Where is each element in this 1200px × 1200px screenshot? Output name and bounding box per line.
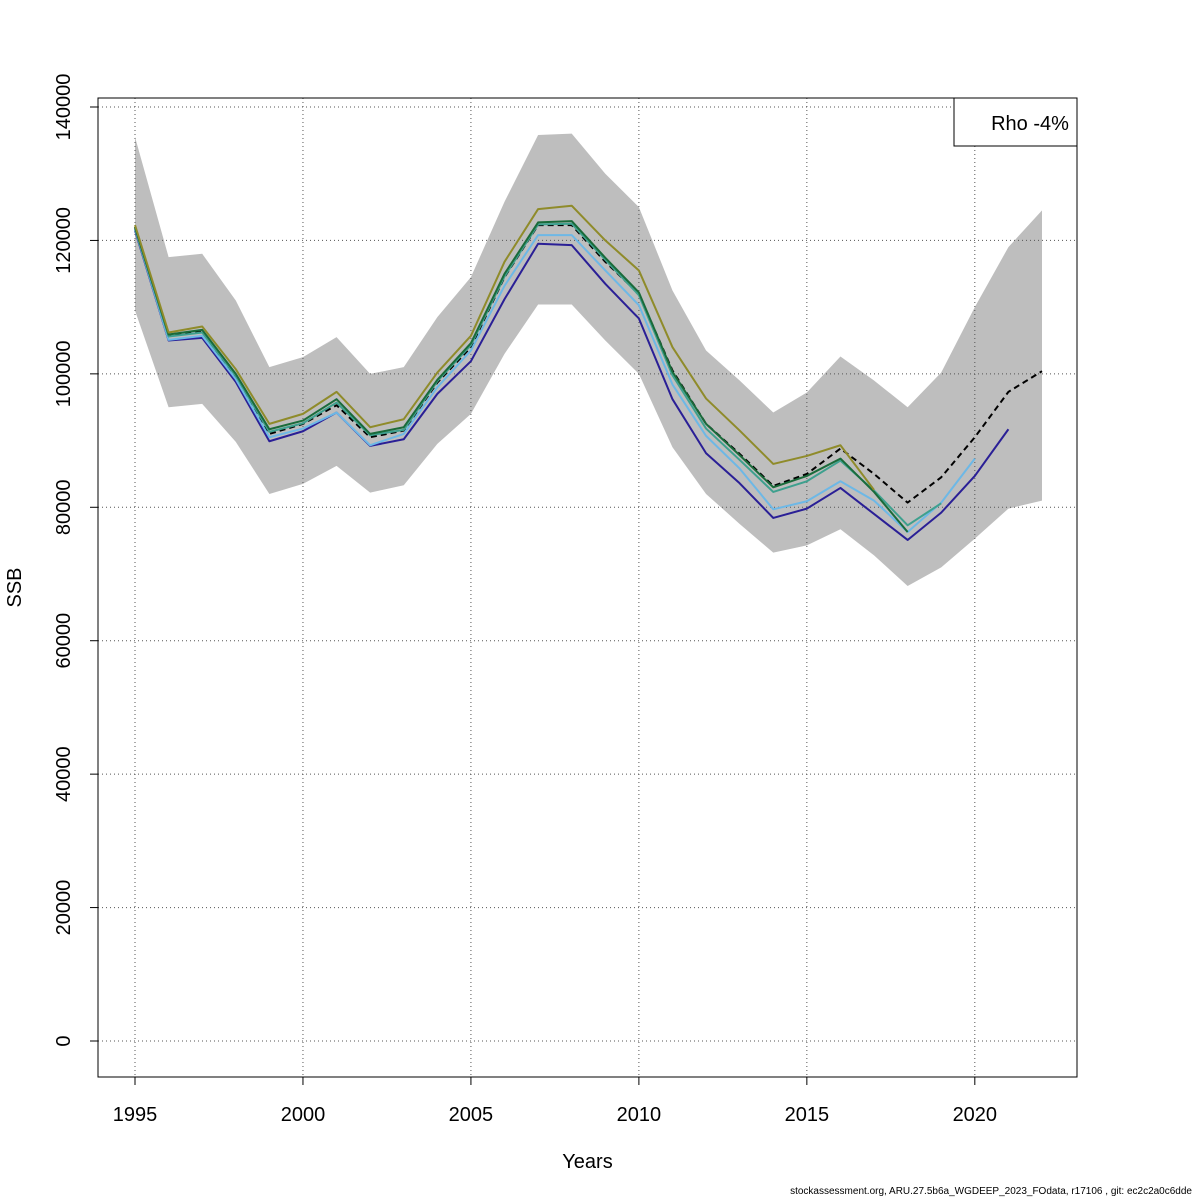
x-tick-label: 2005 bbox=[449, 1104, 494, 1126]
legend-rho-label: Rho -4% bbox=[991, 113, 1069, 135]
y-tick-label: 140000 bbox=[53, 74, 75, 141]
y-tick-label: 80000 bbox=[53, 479, 75, 535]
confidence-band-layer bbox=[135, 133, 1042, 587]
y-tick-label: 20000 bbox=[53, 880, 75, 936]
series-line-retro-1 bbox=[134, 230, 1010, 541]
series-line-retro-3 bbox=[134, 222, 942, 527]
legend-box bbox=[953, 97, 1078, 147]
footer-source-text: stockassessment.org, ARU.27.5b6a_WGDEEP_… bbox=[790, 1186, 1192, 1197]
series-line-retro-5 bbox=[134, 204, 875, 491]
x-tick-label: 2020 bbox=[953, 1104, 998, 1126]
confidence-band bbox=[135, 133, 1042, 587]
x-axis-title: Years bbox=[562, 1151, 612, 1173]
y-tick-label: 40000 bbox=[53, 746, 75, 802]
x-tick-label: 1995 bbox=[113, 1104, 158, 1126]
plot-frame bbox=[97, 97, 1078, 1078]
y-tick-label: 120000 bbox=[53, 207, 75, 274]
y-tick-label: 0 bbox=[53, 1035, 75, 1046]
y-tick-label: 100000 bbox=[53, 340, 75, 407]
y-axis-title: SSB bbox=[4, 567, 26, 607]
series-layer bbox=[134, 204, 1043, 541]
series-line-base bbox=[134, 224, 1043, 504]
series-line-retro-2 bbox=[134, 228, 976, 533]
axis-layer: 1995 2000 2005 2010 2015 2020 0 20000 40000 60000… bbox=[53, 74, 997, 1126]
legend: Rho -4% bbox=[953, 97, 1078, 147]
series-line-retro-4 bbox=[134, 220, 909, 533]
x-tick-label: 2000 bbox=[281, 1104, 326, 1126]
x-tick-label: 2015 bbox=[785, 1104, 830, 1126]
x-tick-label: 2010 bbox=[617, 1104, 662, 1126]
y-tick-label: 60000 bbox=[53, 613, 75, 669]
